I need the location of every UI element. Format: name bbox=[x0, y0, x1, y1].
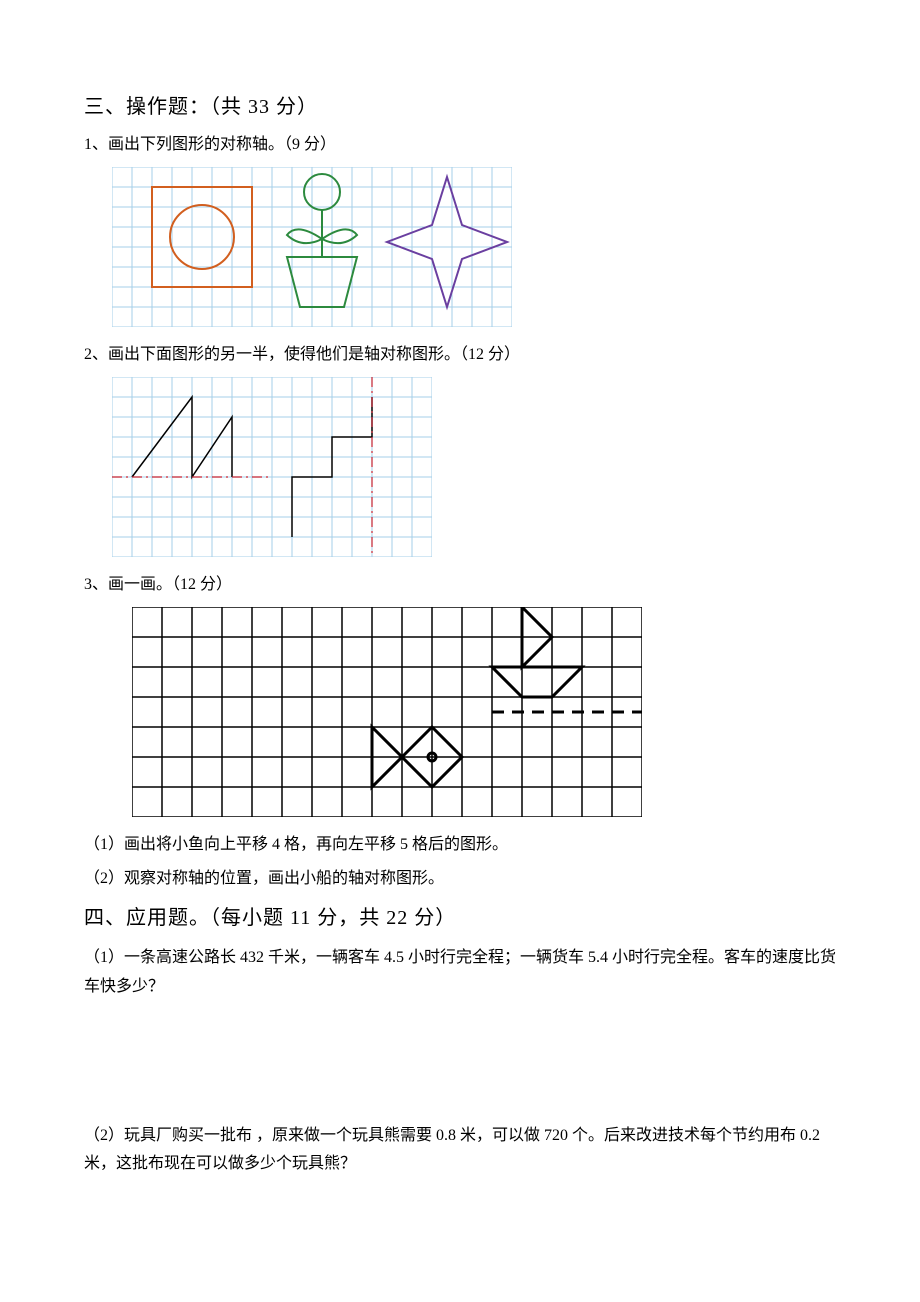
section3-q2-text: 2、画出下面图形的另一半，使得他们是轴对称图形。（12 分） bbox=[84, 343, 836, 367]
q1-svg bbox=[112, 167, 512, 327]
section3-q1-text: 1、画出下列图形的对称轴。（9 分） bbox=[84, 133, 836, 157]
section3-q3-sub2: （2）观察对称轴的位置，画出小船的轴对称图形。 bbox=[84, 867, 836, 891]
section3-q3-text: 3、画一画。（12 分） bbox=[84, 573, 836, 597]
section4-heading: 四、应用题。（每小题 11 分，共 22 分） bbox=[84, 901, 836, 930]
section3-heading: 三、操作题：（共 33 分） bbox=[84, 90, 836, 119]
section4-q1-workspace bbox=[84, 1012, 836, 1122]
q2-svg bbox=[112, 377, 432, 557]
worksheet-page: 三、操作题：（共 33 分） 1、画出下列图形的对称轴。（9 分） bbox=[0, 0, 920, 1302]
section3-q1-figure bbox=[112, 167, 836, 327]
q3-svg bbox=[132, 607, 642, 817]
section3-q3-figure bbox=[132, 607, 836, 817]
section3-q2-figure bbox=[112, 377, 836, 557]
section3-q3-sub1: （1）画出将小鱼向上平移 4 格，再向左平移 5 格后的图形。 bbox=[84, 833, 836, 857]
section4-q1: （1）一条高速公路长 432 千米，一辆客车 4.5 小时行完全程；一辆货车 5… bbox=[84, 944, 836, 1002]
section4-q2: （2）玩具厂购买一批布 ，原来做一个玩具熊需要 0.8 米，可以做 720 个。… bbox=[84, 1122, 836, 1180]
